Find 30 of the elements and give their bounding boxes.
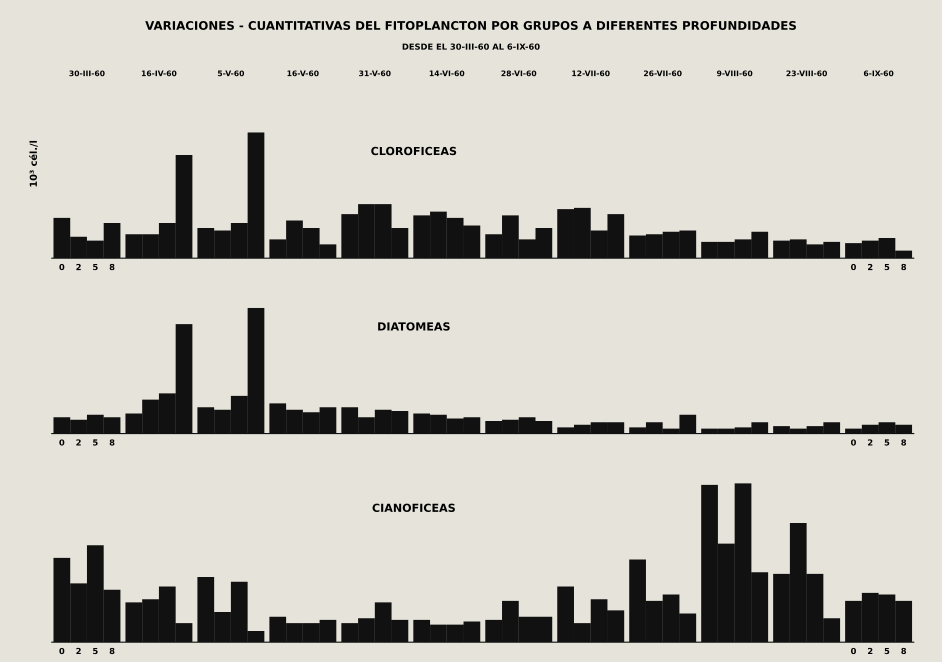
x-tick-label: 0 [850,264,856,270]
text: VARIACIONES - CUANTITATIVAS DEL FITOPLANCTON POR GRUPOS A DIFERENTES PROFUNDIDADES [145,21,796,30]
x-tick-label: 2 [76,264,81,270]
x-tick-label: 5 [93,439,98,446]
x-tick-label: 2 [76,648,81,654]
x-tick-label: 0 [59,439,64,446]
x-tick-label: 0 [850,648,856,654]
text: CLOROFICEAS [371,146,456,156]
text: DESDE EL 30-III-60 AL 6-IX-60 [402,43,540,50]
x-tick-label: 5 [884,439,890,446]
x-tick-label: 8 [901,264,906,270]
text: DIATOMEAS [378,322,450,331]
x-tick-label: 8 [110,648,114,654]
x-tick-label: 0 [59,648,64,654]
x-tick-label: 2 [868,264,872,270]
x-tick-label: 5 [884,264,890,270]
x-tick-label: 2 [868,648,872,654]
x-tick-label: 2 [868,439,872,446]
x-tick-label: 8 [901,439,906,446]
x-tick-label: 2 [76,439,81,446]
x-tick-label: 8 [110,439,114,446]
x-tick-label: 8 [110,264,114,270]
x-tick-label: 5 [884,648,890,654]
x-tick-label: 8 [901,648,906,654]
x-tick-label: 0 [850,439,856,446]
text: CIANOFICEAS [372,504,455,512]
y-axis-title: 10³ cél./l [29,140,38,186]
x-tick-label: 5 [93,648,98,654]
x-tick-label: 0 [59,264,64,270]
x-tick-label: 5 [93,264,98,270]
